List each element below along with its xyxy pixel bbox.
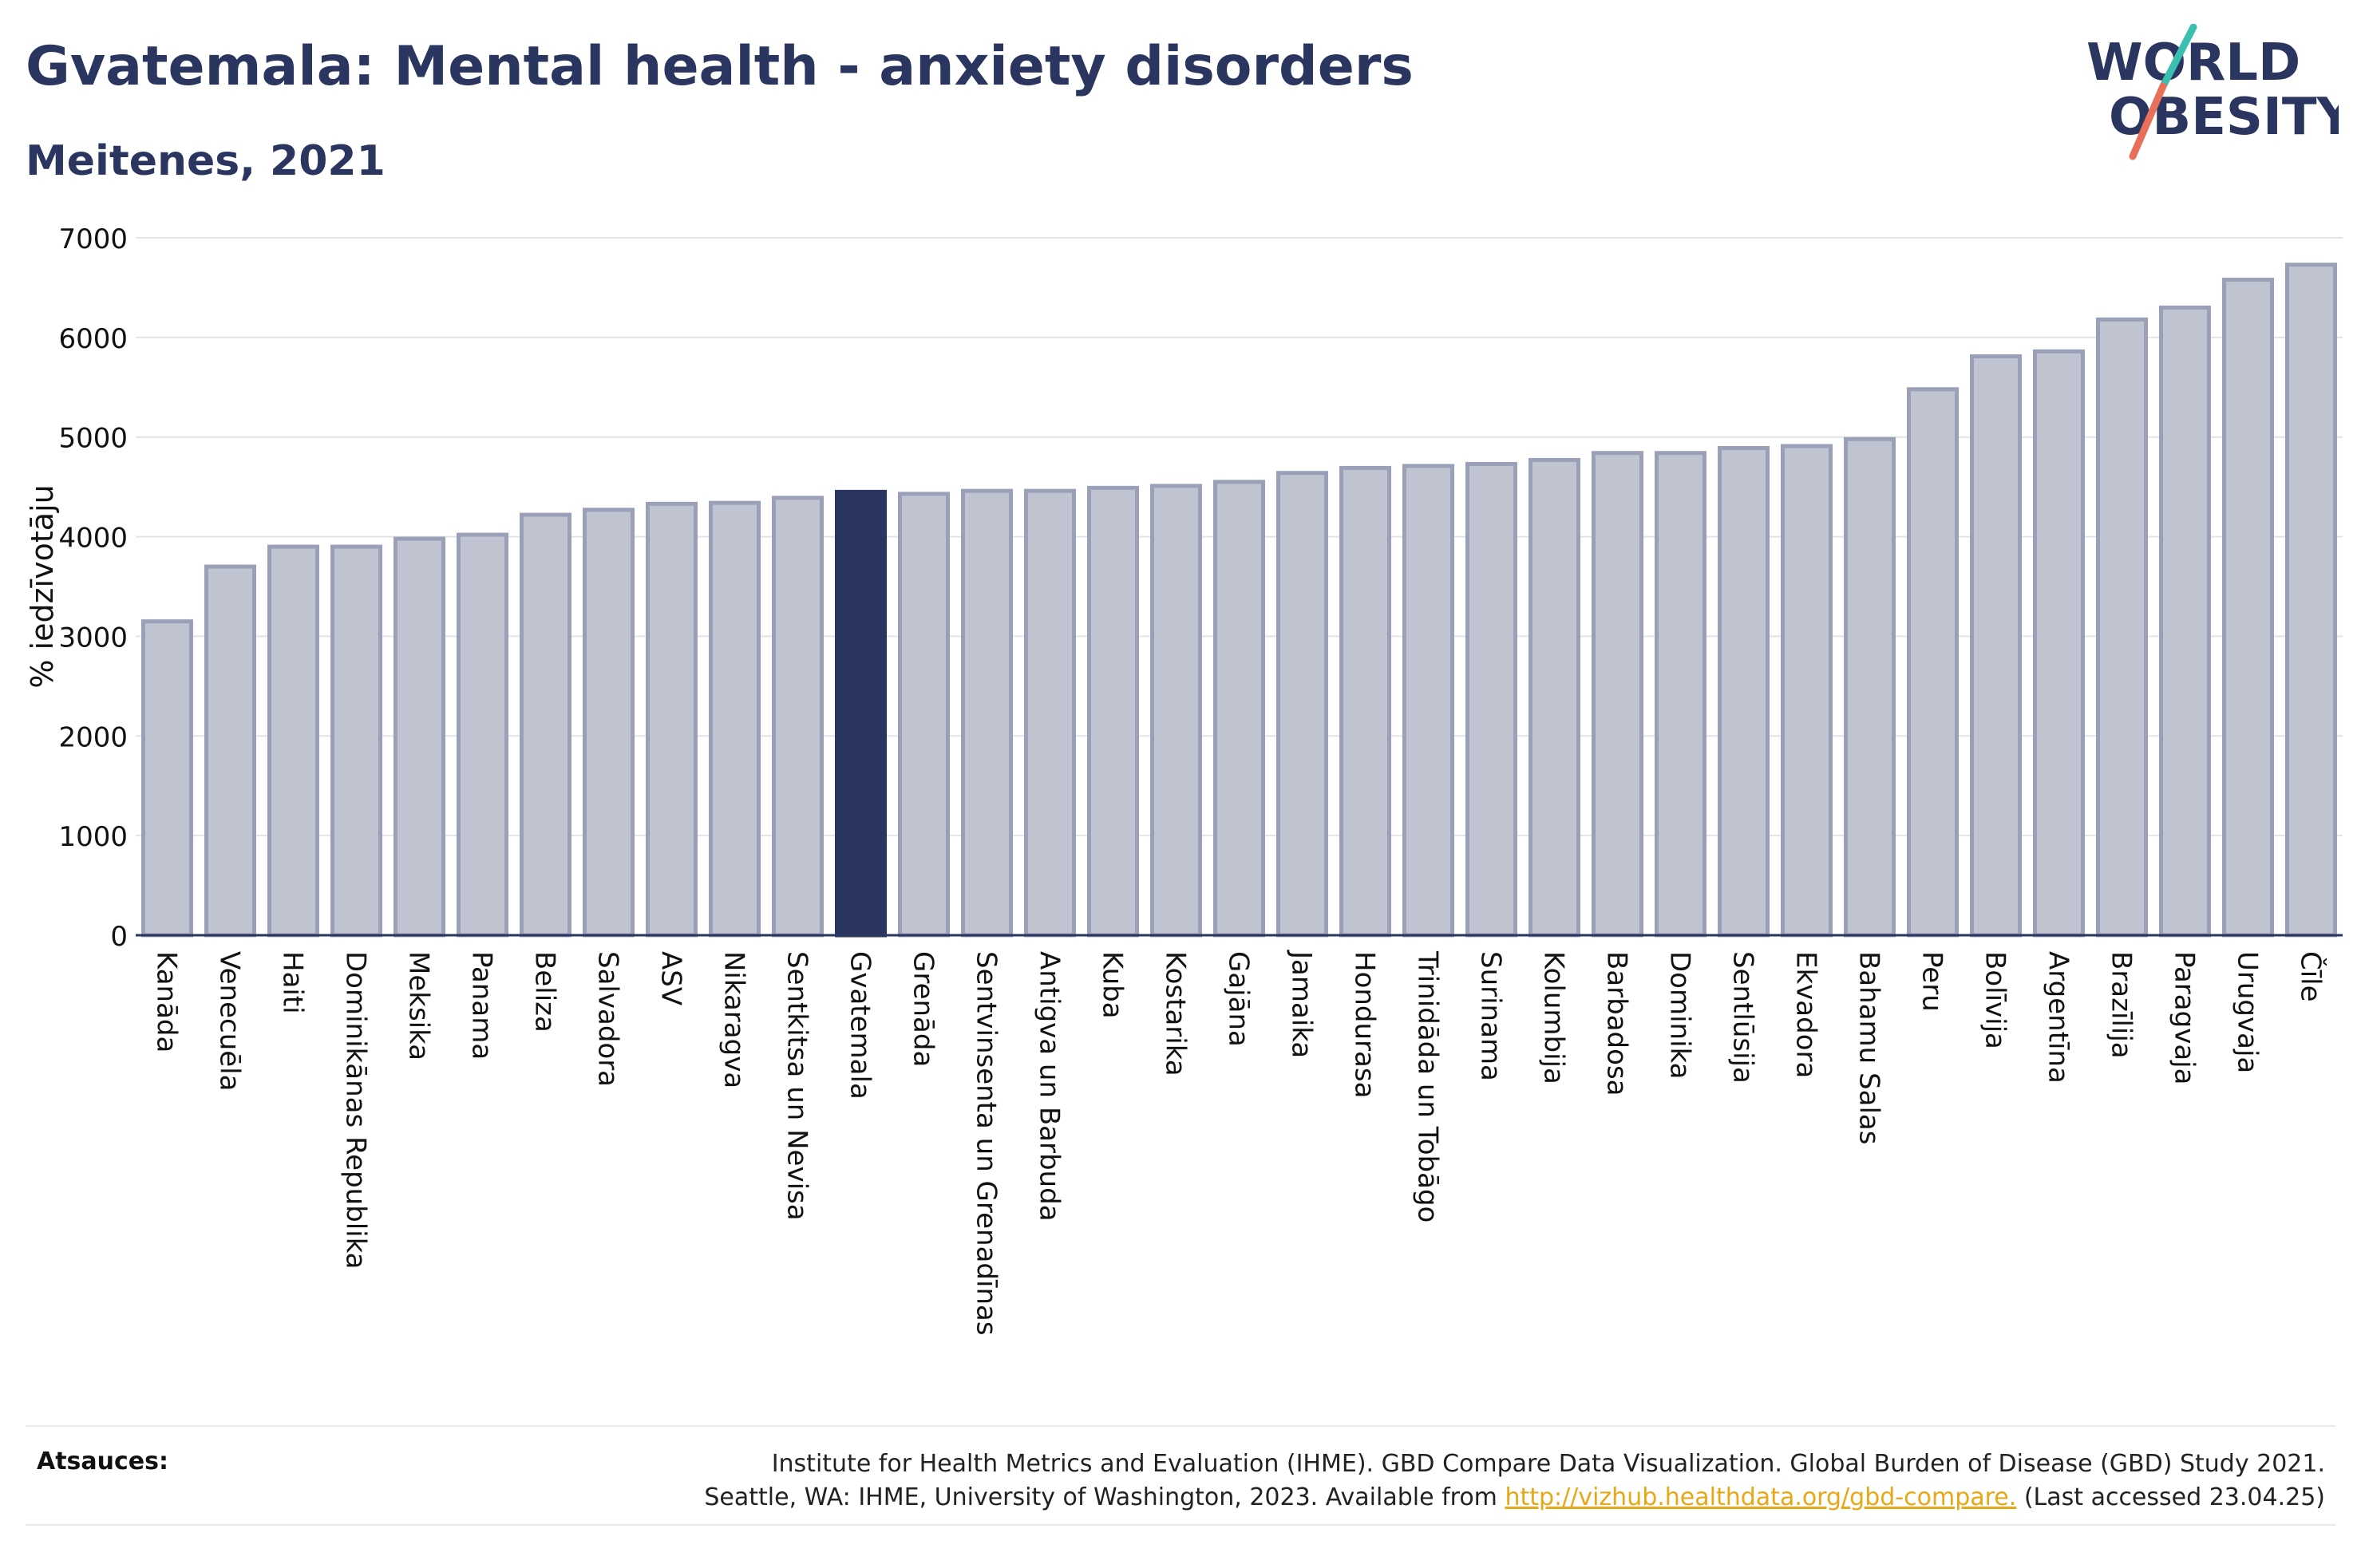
x-tick-label-20: Trinidāda un Tobāgo (1412, 950, 1444, 1222)
bar-11 (834, 489, 888, 938)
x-tick-label-26: Ekvadora (1790, 951, 1822, 1078)
y-axis-label: % iedzīvotāju (25, 484, 60, 688)
bar-16 (1149, 484, 1203, 938)
x-tick-labels: Kanāda Venecuēla Haiti Dominikānas Republik… (151, 950, 2327, 1336)
bar-4 (393, 536, 446, 938)
sources-line-1: Institute for Health Metrics and Evaluat… (771, 1450, 2325, 1478)
bar-20 (1402, 464, 1455, 938)
x-tick-label-2: Haiti (277, 951, 309, 1014)
x-tick-label-13: Sentvinsenta un Grenadīnas (971, 951, 1003, 1336)
sources-text: Institute for Health Metrics and Evaluat… (330, 1448, 2325, 1515)
x-tick-label-15: Kuba (1097, 951, 1129, 1019)
bar-10 (771, 496, 825, 938)
bar-26 (1780, 444, 1833, 938)
bar-28 (1906, 387, 1960, 938)
bar-23 (1591, 451, 1644, 938)
logo-text-world: WORLD (2086, 34, 2300, 93)
bar-5 (456, 532, 509, 938)
x-tick-label-27: Bahamu Salas (1853, 951, 1885, 1144)
x-tick-label-5: Panama (466, 951, 498, 1060)
x-tick-label-7: Salvadora (592, 951, 624, 1087)
x-tick-label-11: Gvatemala (844, 951, 876, 1100)
x-tick-label-30: Argentīna (2043, 951, 2074, 1084)
chart-subtitle: Meitenes, 2021 (26, 137, 386, 185)
x-tick-label-18: Jamaika (1286, 950, 1318, 1058)
x-tick-label-12: Grenāda (908, 951, 939, 1067)
x-tick-label-10: Sentkitsa un Nevisa (781, 951, 813, 1221)
x-tick-label-24: Dominika (1664, 951, 1696, 1079)
x-tick-label-29: Bolīvija (1979, 951, 2011, 1049)
bar-3 (330, 544, 383, 938)
bars (140, 263, 2338, 938)
x-tick-label-31: Brazīlija (2106, 951, 2138, 1059)
x-tick-label-19: Hondurasa (1349, 951, 1381, 1098)
x-tick-label-1: Venecuēla (214, 951, 246, 1091)
bar-13 (960, 488, 1014, 938)
bar-17 (1212, 480, 1266, 938)
x-tick-label-4: Meksika (403, 951, 435, 1060)
x-tick-label-22: Kolumbija (1538, 951, 1570, 1084)
footer-divider-bottom (26, 1524, 2335, 1526)
bar-33 (2221, 277, 2275, 938)
sources-line-2-suffix: (Last accessed 23.04.25) (2016, 1483, 2325, 1511)
bar-18 (1275, 471, 1329, 938)
x-tick-label-14: Antigva un Barbuda (1034, 951, 1066, 1222)
y-tick-label-3: 3000 (58, 622, 128, 654)
y-tick-label-0: 0 (110, 921, 128, 953)
bar-6 (519, 512, 572, 938)
x-tick-label-21: Surinama (1475, 951, 1507, 1081)
x-tick-label-34: Čīle (2295, 951, 2327, 1002)
chart-title: Gvatemala: Mental health - anxiety disor… (26, 35, 1414, 98)
sources-link[interactable]: http://vizhub.healthdata.org/gbd-compare… (1505, 1483, 2017, 1511)
world-obesity-logo: WORLD OBESITY (2086, 24, 2339, 160)
bar-8 (645, 501, 698, 938)
bar-19 (1339, 465, 1392, 938)
bar-30 (2032, 349, 2086, 938)
bar-27 (1843, 436, 1896, 938)
x-tick-label-8: ASV (655, 951, 687, 1005)
x-tick-label-25: Sentlūsija (1727, 951, 1759, 1084)
bar-7 (582, 508, 635, 938)
sources-label: Atsauces: (37, 1448, 168, 1475)
bar-1 (204, 564, 257, 938)
bar-29 (1969, 354, 2023, 938)
footer-divider-top (26, 1425, 2335, 1427)
x-tick-label-33: Urugvaja (2232, 951, 2264, 1073)
y-tick-label-7: 7000 (58, 223, 128, 255)
y-tick-label-5: 5000 (58, 423, 128, 455)
bar-chart: 0 1000 2000 3000 4000 5000 6000 7000 Kanāda Vene… (25, 223, 2343, 1336)
y-tick-labels: 0 1000 2000 3000 4000 5000 6000 7000 (58, 223, 128, 953)
bar-24 (1654, 451, 1707, 938)
bar-0 (140, 619, 194, 938)
x-tick-label-17: Gajāna (1223, 951, 1255, 1047)
bar-32 (2158, 305, 2212, 938)
x-tick-label-9: Nikaragva (718, 951, 750, 1088)
bar-9 (708, 500, 761, 938)
logo-slash-teal (2159, 24, 2197, 90)
x-tick-label-6: Beliza (529, 951, 561, 1033)
sources-line-2-prefix: Seattle, WA: IHME, University of Washing… (704, 1483, 1505, 1511)
sources-line-2: Seattle, WA: IHME, University of Washing… (330, 1481, 2325, 1515)
x-tick-label-23: Barbadosa (1601, 951, 1633, 1096)
bar-31 (2095, 317, 2149, 938)
bar-12 (897, 492, 951, 938)
y-tick-label-1: 1000 (58, 821, 128, 853)
y-tick-label-4: 4000 (58, 523, 128, 555)
logo-slash-coral (2129, 82, 2167, 160)
bar-34 (2284, 263, 2338, 938)
y-tick-label-6: 6000 (58, 323, 128, 355)
x-tick-label-3: Dominikānas Republika (340, 951, 372, 1270)
bar-21 (1465, 461, 1518, 938)
x-tick-label-32: Paragvaja (2169, 951, 2201, 1084)
x-tick-label-16: Kostarika (1160, 951, 1192, 1076)
bar-2 (267, 544, 320, 938)
bar-14 (1023, 488, 1077, 938)
bar-15 (1086, 485, 1140, 938)
x-tick-label-28: Peru (1916, 951, 1948, 1012)
y-tick-label-2: 2000 (58, 721, 128, 753)
x-tick-label-0: Kanāda (151, 951, 183, 1053)
bar-22 (1528, 457, 1581, 938)
bar-25 (1717, 445, 1770, 938)
